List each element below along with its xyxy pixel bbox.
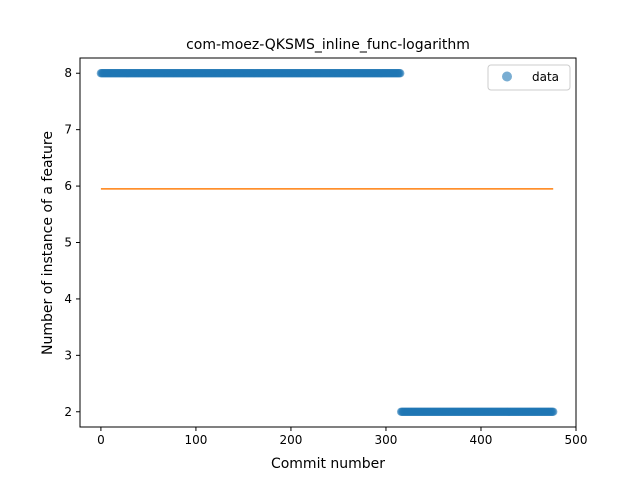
y-tick-label: 3	[64, 348, 72, 362]
y-tick-label: 2	[64, 405, 72, 419]
legend-label-data: data	[532, 70, 559, 84]
y-tick-label: 4	[64, 292, 72, 306]
data-point	[396, 69, 404, 77]
y-tick-label: 6	[64, 179, 72, 193]
x-tick-label: 200	[279, 433, 302, 447]
y-tick-label: 7	[64, 123, 72, 137]
y-tick-label: 8	[64, 66, 72, 80]
x-tick-label: 300	[375, 433, 398, 447]
legend-marker-data	[502, 72, 512, 82]
x-tick-label: 400	[470, 433, 493, 447]
legend: data	[488, 65, 570, 90]
x-tick-label: 100	[184, 433, 207, 447]
y-axis-label: Number of instance of a feature	[40, 131, 56, 355]
y-tick-label: 5	[64, 236, 72, 250]
chart-title: com-moez-QKSMS_inline_func-logarithm	[186, 37, 470, 53]
x-tick-label: 500	[565, 433, 588, 447]
x-tick-label: 0	[97, 433, 105, 447]
x-axis-label: Commit number	[271, 456, 385, 472]
data-point	[549, 408, 557, 416]
